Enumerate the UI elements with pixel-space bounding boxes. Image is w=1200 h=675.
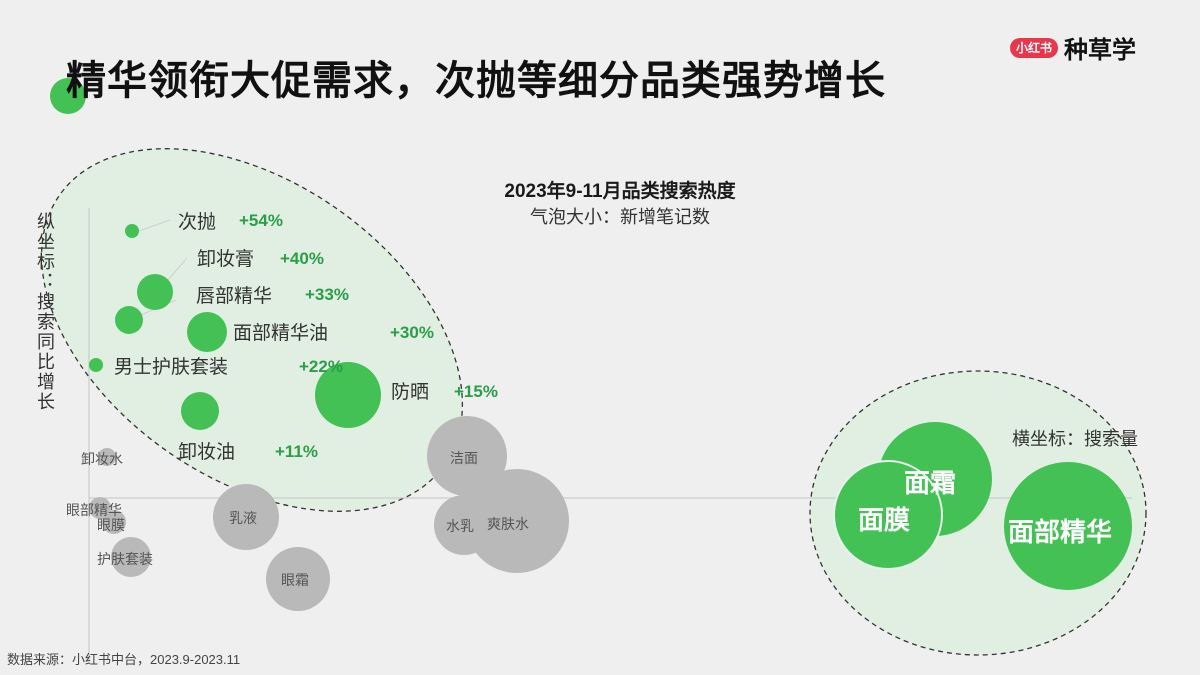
bubble-hufutaozhuang — [111, 537, 151, 577]
bubble-jiemian — [427, 416, 507, 496]
bubble-cipao — [125, 224, 139, 238]
label-xiezhuangyou: 卸妆油 — [178, 442, 236, 463]
bubble-yanbujinghua — [89, 497, 111, 519]
bubble-yanshuang — [266, 547, 330, 611]
label-ruye: 乳液 — [229, 510, 257, 526]
bubble-xiezhuangshui — [98, 448, 116, 466]
label-mianshuang: 面霜 — [904, 468, 957, 498]
data-source-note: 数据来源：小红书中台，2023.9-2023.11 — [7, 652, 241, 667]
label-chunbu: 唇部精华 — [196, 286, 273, 307]
bubble-xiezhuangyou — [181, 392, 219, 430]
brand-text: 种草学 — [1064, 37, 1137, 64]
x-axis-label: 横坐标：搜索量 — [1012, 429, 1138, 449]
leader-line — [167, 257, 188, 281]
pct-xiezhuangyou: +11% — [275, 442, 319, 461]
y-axis-label: 纵坐标：搜索同比增长 — [35, 212, 55, 412]
label-mianbujinghuayou: 面部精华油 — [233, 323, 329, 344]
pct-chunbu: +33% — [305, 285, 349, 304]
label-jiemian: 洁面 — [450, 450, 478, 466]
bubble-fangshai — [315, 362, 381, 428]
brand-logo: 小红书 种草学 — [1010, 30, 1136, 65]
label-hufutaozhuang: 护肤套装 — [97, 551, 153, 567]
bubble-xiezhuanggao — [137, 274, 173, 310]
title-bullet-dot — [50, 78, 86, 114]
bubble-yanmo — [102, 510, 126, 534]
brand-badge: 小红书 — [1010, 37, 1059, 58]
label-fangshai: 防晒 — [391, 382, 430, 403]
label-yanmo: 眼膜 — [97, 517, 125, 533]
bubble-mianmo — [833, 460, 943, 570]
bubble-nanshi — [89, 358, 103, 372]
label-mianbujinghua: 面部精华 — [1008, 517, 1113, 547]
label-yanbujinghua: 眼部精华 — [66, 502, 122, 518]
label-shuangfushui: 爽肤水 — [487, 516, 529, 532]
pct-xiezhuanggao: +40% — [280, 249, 324, 268]
pct-nanshi: +22% — [299, 357, 343, 376]
leader-line — [138, 219, 171, 232]
pct-mianbujinghuayou: +30% — [390, 323, 434, 342]
bubble-chunbu — [115, 306, 143, 334]
label-cipao: 次抛 — [178, 212, 217, 233]
bubble-shuangfushui — [465, 469, 569, 573]
page-title: 精华领衔大促需求，次抛等细分品类强势增长 — [66, 59, 886, 103]
chart-subtitle: 气泡大小：新增笔记数 — [530, 207, 710, 227]
chart-title: 2023年9-11月品类搜索热度 — [504, 181, 736, 202]
label-mianmo: 面膜 — [858, 505, 911, 535]
bubble-mianbujinghua — [1004, 462, 1132, 590]
label-shuiru: 水乳 — [446, 518, 474, 534]
label-nanshi: 男士护肤套装 — [114, 357, 229, 378]
pct-cipao: +54% — [239, 211, 283, 230]
bubble-mianbujinghuayou — [187, 312, 227, 352]
label-xiezhuangshui: 卸妆水 — [81, 451, 123, 467]
bubble-ruye — [213, 484, 279, 550]
pct-fangshai: +15% — [454, 382, 498, 401]
label-xiezhuanggao: 卸妆膏 — [197, 249, 255, 270]
label-yanshuang: 眼霜 — [281, 572, 309, 588]
